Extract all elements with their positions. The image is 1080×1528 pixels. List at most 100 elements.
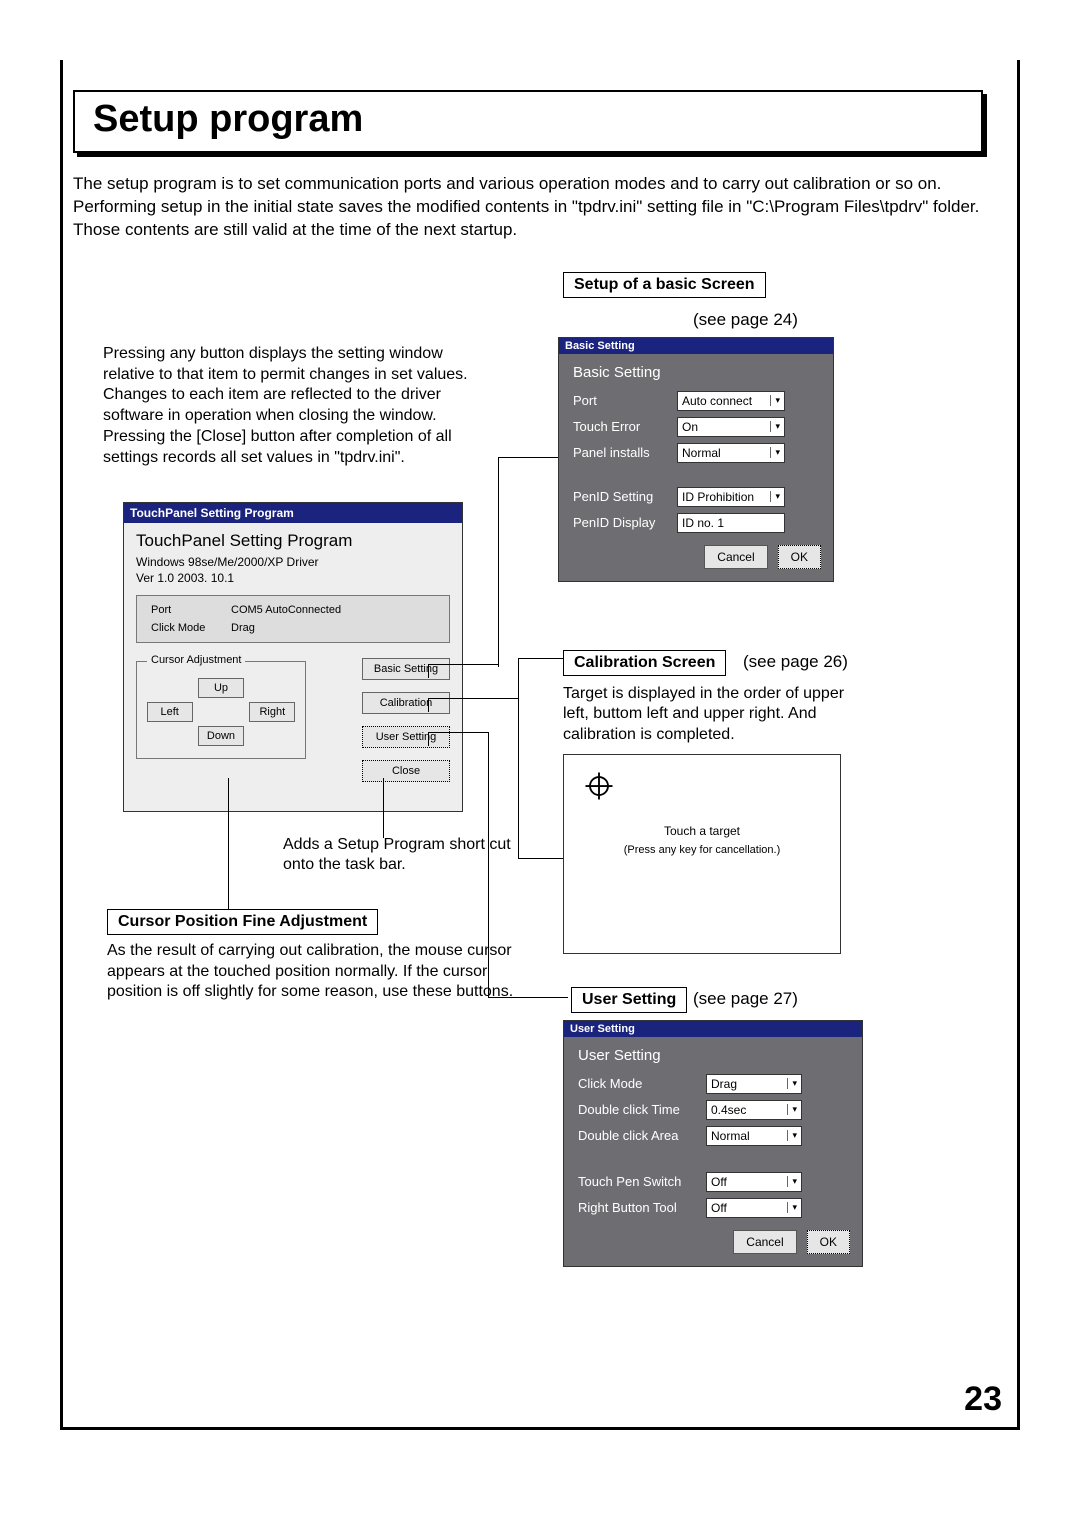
- panel-installs-label: Panel installs: [573, 445, 677, 460]
- user-setting-box-label: User Setting: [571, 987, 687, 1013]
- basic-setting-body: Basic Setting Port Auto connect ▾ Touch E…: [559, 354, 833, 581]
- penid-display-label: PenID Display: [573, 515, 677, 530]
- left-button[interactable]: Left: [147, 702, 193, 722]
- port-label: Port: [573, 393, 677, 408]
- connector-line: [428, 732, 488, 733]
- chevron-down-icon: ▾: [787, 1176, 797, 1187]
- connector-line: [498, 457, 558, 458]
- chevron-down-icon: ▾: [770, 421, 780, 432]
- row-click-mode: Click Mode Drag▾: [578, 1074, 850, 1094]
- row-pen-switch: Touch Pen Switch Off ▾: [578, 1172, 850, 1192]
- basic-setting-heading: Basic Setting: [573, 364, 821, 381]
- connector-line: [518, 858, 563, 859]
- adds-note: Adds a Setup Program short cut onto the …: [283, 835, 523, 875]
- basic-setting-button[interactable]: Basic Setting: [362, 658, 450, 680]
- click-mode-value: Drag: [711, 1077, 737, 1091]
- connector-line: [428, 664, 429, 678]
- click-mode-label: Click Mode: [578, 1076, 706, 1091]
- basic-setting-button-row: Cancel OK: [573, 545, 821, 569]
- calibration-text: Target is displayed in the order of uppe…: [563, 684, 873, 745]
- penid-setting-select[interactable]: ID Prohibition ▾: [677, 487, 785, 507]
- up-button[interactable]: Up: [198, 678, 244, 698]
- pen-switch-label: Touch Pen Switch: [578, 1174, 706, 1189]
- row-dbl-time: Double click Time 0.4sec▾: [578, 1100, 850, 1120]
- dbl-time-label: Double click Time: [578, 1102, 706, 1117]
- dbl-time-value: 0.4sec: [711, 1103, 746, 1117]
- cursor-adjustment-text: As the result of carrying out calibratio…: [107, 941, 527, 1003]
- cursor-adjustment-label: Cursor Position Fine Adjustment: [107, 909, 378, 935]
- chevron-down-icon: ▾: [770, 395, 780, 406]
- right-button[interactable]: Right: [249, 702, 295, 722]
- clickmode-label: Click Mode: [151, 622, 231, 634]
- user-setting-titlebar: User Setting: [564, 1021, 862, 1037]
- row-penid-setting: PenID Setting ID Prohibition ▾: [573, 487, 821, 507]
- target-icon: [584, 771, 614, 801]
- cursor-adjustment-legend: Cursor Adjustment: [147, 654, 245, 666]
- right-btn-label: Right Button Tool: [578, 1200, 706, 1215]
- connector-line: [228, 778, 229, 912]
- panel-installs-select[interactable]: Normal▾: [677, 443, 785, 463]
- pen-switch-select[interactable]: Off ▾: [706, 1172, 802, 1192]
- touchpanel-program-title: TouchPanel Setting Program: [136, 531, 450, 551]
- basic-setting-label: Setup of a basic Screen: [563, 272, 766, 298]
- panel-installs-value: Normal: [682, 446, 721, 460]
- row-penid-display: PenID Display ID no. 1: [573, 513, 821, 533]
- calibration-button[interactable]: Calibration: [362, 692, 450, 714]
- clickmode-value: Drag: [231, 622, 435, 634]
- port-select[interactable]: Auto connect ▾: [677, 391, 785, 411]
- intro-text: The setup program is to set communicatio…: [73, 173, 1003, 242]
- touchpanel-body: TouchPanel Setting Program Windows 98se/…: [124, 523, 462, 767]
- click-mode-select[interactable]: Drag▾: [706, 1074, 802, 1094]
- calibration-line2: (Press any key for cancellation.): [576, 844, 828, 856]
- user-setting-button-row: Cancel OK: [578, 1230, 850, 1254]
- chevron-down-icon: ▾: [787, 1130, 797, 1141]
- penid-setting-label: PenID Setting: [573, 489, 677, 504]
- user-setting-body: User Setting Click Mode Drag▾ Double cli…: [564, 1037, 862, 1266]
- port-select-value: Auto connect: [682, 394, 752, 408]
- chevron-down-icon: ▾: [770, 491, 780, 502]
- page-frame: Setup program The setup program is to se…: [60, 60, 1020, 1430]
- connector-line: [518, 658, 563, 659]
- penid-display-input[interactable]: ID no. 1: [677, 513, 785, 533]
- basic-setting-box-label: Setup of a basic Screen: [563, 272, 766, 298]
- user-setting-label: User Setting: [571, 987, 687, 1013]
- see-page-26: (see page 26): [743, 652, 848, 672]
- connector-line: [383, 778, 384, 838]
- right-btn-select[interactable]: Off▾: [706, 1198, 802, 1218]
- explain-left-text: Pressing any button displays the setting…: [103, 344, 493, 469]
- cursor-adjustment-fieldset: Cursor Adjustment Up Left Right Down: [136, 661, 306, 759]
- user-setting-button[interactable]: User Setting: [362, 726, 450, 748]
- title-block: Setup program: [73, 90, 983, 153]
- pen-switch-value: Off: [711, 1175, 727, 1189]
- page-title: Setup program: [93, 98, 963, 141]
- penid-setting-value: ID Prohibition: [682, 490, 754, 504]
- dbl-time-select[interactable]: 0.4sec▾: [706, 1100, 802, 1120]
- port-value: COM5 AutoConnected: [231, 604, 435, 616]
- port-label: Port: [151, 604, 231, 616]
- ok-button[interactable]: OK: [807, 1230, 850, 1254]
- close-button[interactable]: Close: [362, 760, 450, 782]
- basic-setting-titlebar: Basic Setting: [559, 338, 833, 354]
- calibration-box-label: Calibration Screen: [563, 650, 726, 676]
- dbl-area-select[interactable]: Normal ▾: [706, 1126, 802, 1146]
- connector-line: [428, 698, 518, 699]
- right-btn-value: Off: [711, 1201, 727, 1215]
- touchpanel-info-panel: Port COM5 AutoConnected Click Mode Drag: [136, 595, 450, 643]
- dbl-area-label: Double click Area: [578, 1128, 706, 1143]
- dbl-area-value: Normal: [711, 1129, 750, 1143]
- touch-error-label: Touch Error: [573, 419, 677, 434]
- calibration-label: Calibration Screen: [563, 650, 726, 676]
- cancel-button[interactable]: Cancel: [733, 1230, 796, 1254]
- see-page-24: (see page 24): [693, 310, 798, 330]
- connector-line: [518, 658, 519, 858]
- cancel-button[interactable]: Cancel: [704, 545, 767, 569]
- touch-error-select[interactable]: On ▾: [677, 417, 785, 437]
- connector-line: [428, 732, 429, 746]
- user-setting-window: User Setting User Setting Click Mode Dra…: [563, 1020, 863, 1267]
- touch-error-value: On: [682, 420, 698, 434]
- ok-button[interactable]: OK: [778, 545, 821, 569]
- connector-line: [428, 698, 429, 712]
- touchpanel-sub1: Windows 98se/Me/2000/XP Driver: [136, 555, 450, 569]
- down-button[interactable]: Down: [198, 726, 244, 746]
- row-dbl-area: Double click Area Normal ▾: [578, 1126, 850, 1146]
